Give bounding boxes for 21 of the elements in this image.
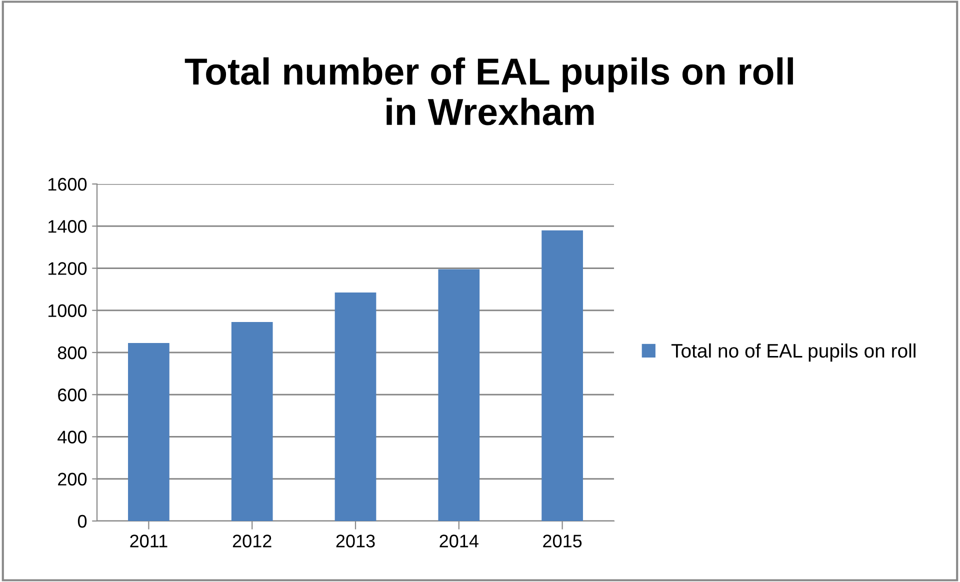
y-tick-label: 0 [78,514,87,528]
y-tick-label: 600 [58,388,87,402]
bar [438,269,480,521]
y-tick-label: 1600 [48,178,87,191]
x-tick-label: 2012 [232,534,272,548]
bar [334,292,376,521]
y-tick-label: 1000 [48,304,87,318]
y-tick-label: 1400 [48,220,87,233]
y-tick-label: 400 [58,430,87,444]
y-tick-label: 200 [58,472,87,486]
x-tick-label: 2011 [130,534,168,548]
x-tick-label: 2015 [543,534,582,548]
x-tick-label: 2013 [336,534,375,548]
y-tick-label: 800 [58,346,87,360]
bar [231,322,273,521]
bar [542,230,583,521]
chart-title: Total number of EAL pupils on roll in Wrexham [184,57,793,126]
y-tick-label: 1200 [48,262,87,275]
legend-label: Total no of EAL pupils on roll [671,343,916,362]
bar [128,343,170,521]
x-tick-label: 2014 [440,534,478,548]
